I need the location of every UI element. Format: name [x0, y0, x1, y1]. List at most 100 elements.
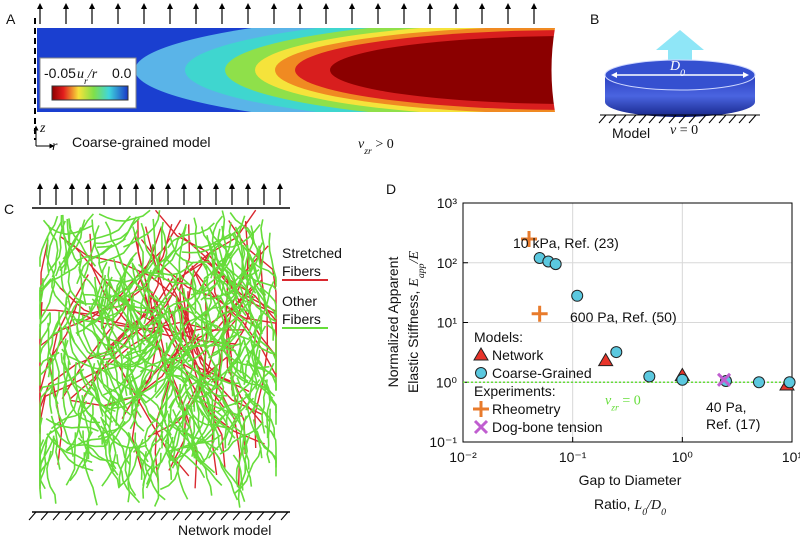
fiber [91, 319, 137, 351]
text-part: E [407, 278, 422, 288]
fiber [199, 413, 215, 465]
fiber [39, 383, 55, 428]
fiber [76, 281, 86, 336]
fiber [166, 413, 178, 466]
fiber [266, 324, 277, 356]
panel-letter: B [590, 11, 599, 27]
data-point [783, 376, 796, 389]
fiber [246, 405, 263, 459]
data-point [597, 352, 614, 367]
fiber [129, 294, 146, 346]
fiber [218, 215, 246, 263]
fiber [101, 418, 131, 466]
fiber [169, 402, 189, 455]
fiber [227, 368, 276, 397]
fiber [78, 251, 87, 306]
y-axis-label: Normalized Apparent [385, 257, 401, 388]
ground-hatch [184, 511, 193, 521]
fiber [154, 343, 179, 393]
fiber [184, 427, 216, 474]
fiber [133, 368, 153, 418]
fiber [259, 219, 266, 274]
fiber [251, 277, 262, 331]
fiber [199, 374, 214, 428]
fiber [89, 325, 134, 357]
colorbar-symbol: ur/r [77, 67, 98, 87]
fiber [200, 320, 220, 372]
fiber [113, 258, 126, 312]
fiber [181, 232, 232, 254]
data-point [716, 372, 732, 387]
ground-hatch [52, 511, 61, 521]
cylinder-model [600, 30, 760, 117]
text-part: 0 [642, 507, 647, 518]
data-point [531, 305, 548, 322]
text-part: ν [605, 393, 612, 408]
reference-label: νzr = 0 [605, 393, 641, 413]
fiber [210, 339, 245, 383]
fiber [213, 450, 239, 501]
ground-hatch [648, 114, 657, 124]
axis-label: z [39, 121, 46, 136]
fiber [185, 260, 197, 314]
fiber [46, 450, 57, 504]
legend-title: Models: [474, 329, 523, 345]
x-axis-label: Gap to Diameter [579, 472, 682, 488]
fiber [185, 404, 213, 454]
condition: ν = 0 [670, 123, 698, 138]
fiber [123, 210, 161, 248]
fiber [227, 306, 255, 355]
fiber [143, 451, 166, 501]
ground-hatch [124, 511, 133, 521]
data-point [610, 346, 623, 359]
fiber [226, 245, 269, 425]
ground-hatch [208, 511, 217, 521]
legend-label: Fibers [282, 263, 321, 279]
ground-hatch [638, 114, 647, 124]
fiber [64, 289, 76, 343]
fiber [178, 384, 186, 439]
fiber [259, 287, 275, 341]
fiber [242, 415, 250, 470]
text-part: = 0 [619, 393, 641, 408]
fiber [77, 396, 103, 445]
fiber [189, 445, 213, 496]
legend-label: Fibers [282, 311, 321, 327]
fiber [111, 251, 138, 302]
fiber [68, 219, 97, 267]
ground-hatch [256, 511, 265, 521]
fiber [66, 429, 117, 452]
data-point [473, 419, 489, 435]
colorbar [51, 85, 129, 101]
y-tick-label: 10² [437, 255, 458, 271]
fiber [207, 318, 245, 359]
fiber [87, 404, 94, 460]
fiber [39, 330, 62, 376]
fiber [98, 209, 151, 222]
legend-label: Network [492, 347, 544, 363]
fiber [125, 344, 160, 388]
fiber [188, 363, 240, 385]
fiber [46, 220, 63, 274]
x-tick-label: 10⁻² [449, 449, 477, 465]
fiber [245, 269, 260, 319]
fiber [153, 452, 162, 507]
fiber [156, 342, 188, 387]
annotation: 10 kPa, Ref. (23) [513, 235, 619, 251]
fiber [233, 447, 262, 495]
panel-letter: D [386, 181, 396, 197]
fiber [196, 405, 224, 454]
fiber [83, 376, 114, 423]
fiber [65, 400, 88, 451]
fiber [131, 262, 166, 304]
fiber [166, 448, 189, 500]
fiber [256, 279, 277, 316]
caption: Network model [178, 522, 271, 538]
fiber [252, 362, 275, 413]
fiber [243, 342, 267, 392]
fiber [177, 301, 225, 332]
fiber [137, 263, 189, 285]
fiber [100, 436, 120, 489]
fiber [264, 379, 277, 425]
fiber [268, 232, 277, 287]
